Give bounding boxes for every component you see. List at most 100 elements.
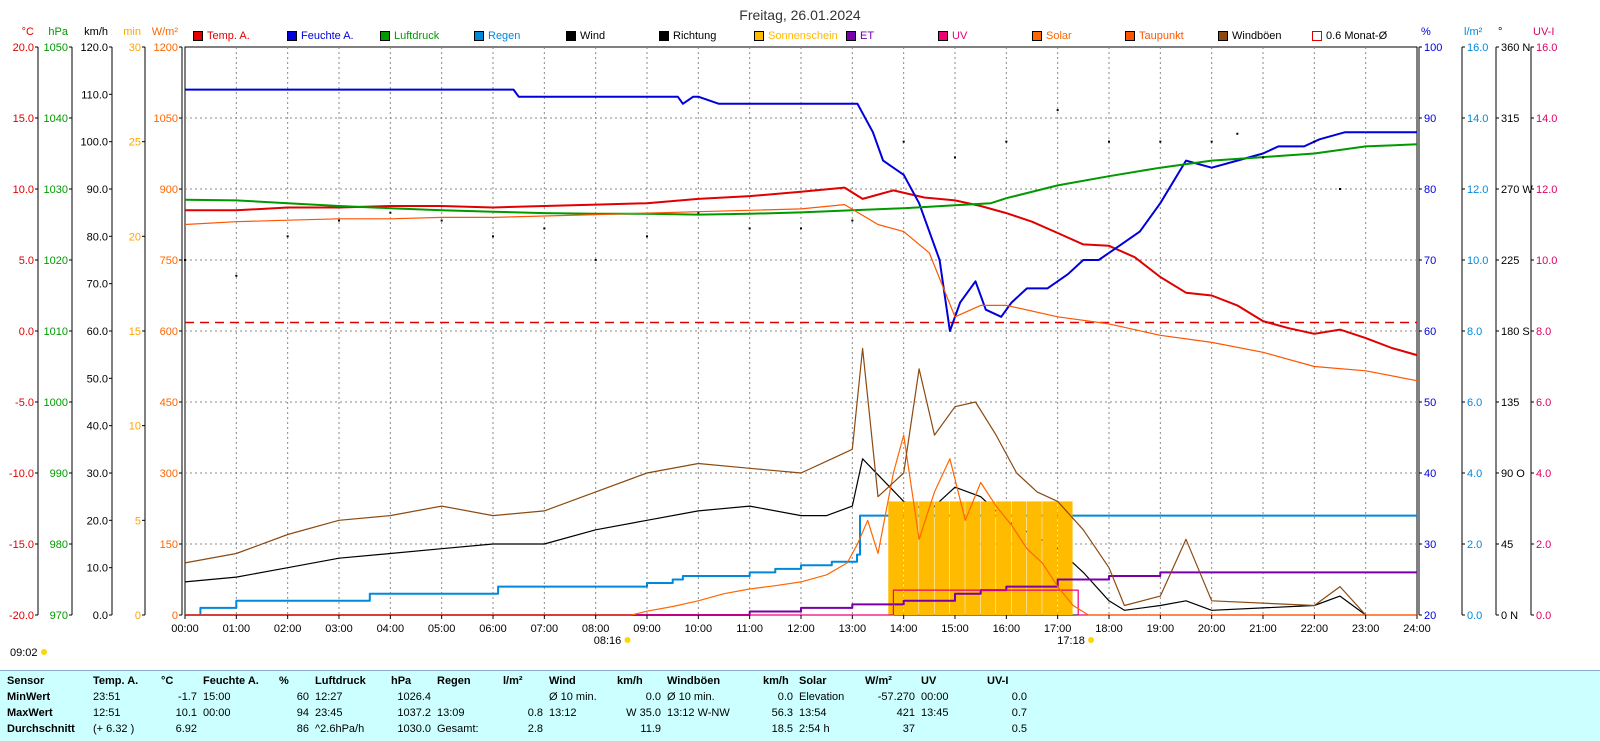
sunshine-bar [1057, 501, 1073, 615]
y-tick-label: 2.0 [1467, 539, 1482, 551]
direction-point [1262, 156, 1264, 159]
stats-wind-value: 11.9 [640, 723, 661, 735]
stats-rain-unit: l/m² [503, 675, 523, 687]
direction-point [1159, 140, 1162, 143]
legend-label: 0.6 Monat-Ø [1326, 30, 1388, 42]
x-tick-label: 17:00 [1044, 623, 1072, 635]
y-axis-unit: UV-I [1533, 26, 1554, 38]
stats-row-label: Durchschnitt [7, 723, 75, 735]
sun-icon [624, 637, 631, 643]
legend-label: Wind [580, 30, 606, 42]
y-tick-label: 1200 [154, 42, 178, 54]
y-tick-label: 980 [50, 539, 68, 551]
x-axis: 00:00 01:00 02:00 03:00 04:00 05:00 06:00 07:00… [171, 615, 1431, 647]
y-tick-label: 80 [1424, 184, 1436, 196]
stats-press-value: 1030.0 [397, 723, 431, 735]
annotation-label: 09:02 [10, 647, 38, 659]
legend-swatch [1218, 31, 1228, 41]
y-tick-label: 10.0 [1467, 255, 1488, 267]
y-tick-label: 270 W [1501, 184, 1533, 196]
y-tick-label: 25 [129, 137, 141, 149]
stats-row-label: MaxWert [7, 707, 53, 719]
legend-label: ET [860, 30, 875, 42]
stats-solar-time: Elevation [799, 691, 845, 703]
y-tick-label: 70.0 [87, 279, 108, 291]
legend-swatch [566, 31, 576, 41]
stats-gust-unit: km/h [763, 675, 789, 687]
stats-header-row: Sensor Temp. A. °C Feuchte A. % Luftdruc… [4, 673, 1030, 689]
legend-item: UV [938, 30, 967, 42]
y-tick-label: 90.0 [87, 184, 108, 196]
y-tick-label: 900 [160, 184, 178, 196]
sunshine-bar [934, 501, 950, 615]
y-tick-label: 80.0 [87, 231, 108, 243]
stats-rain-time: 13:09 [437, 707, 465, 719]
y-tick-label: 0.0 [1536, 610, 1551, 622]
y-tick-label: 20 [1424, 610, 1436, 622]
stats-temp-time: 12:51 [93, 707, 121, 719]
series-line-uv [185, 589, 1417, 616]
legend-item: Luftdruck [380, 30, 439, 42]
stats-solar-time: 2:54 h [799, 723, 830, 735]
legend-swatch [380, 31, 390, 41]
stats-solar-value: -57.270 [877, 691, 915, 703]
y-axis-unit: W/m² [152, 26, 179, 38]
annotation-label: 08:16 [594, 635, 622, 647]
stats-uv-value: 0.7 [1011, 707, 1027, 719]
direction-point [1339, 188, 1341, 190]
stats-hum-header: Feuchte A. [203, 675, 259, 687]
y-tick-label: 135 [1501, 397, 1519, 409]
y-tick-label: 1030 [44, 184, 68, 196]
legend-label: UV [952, 30, 968, 42]
stats-hum-value: 94 [296, 707, 309, 719]
y-tick-label: 0 N [1501, 610, 1518, 622]
x-tick-label: 20:00 [1198, 623, 1226, 635]
sunshine-bar [965, 501, 981, 615]
y-tick-label: 0 [172, 610, 178, 622]
direction-point [594, 259, 597, 261]
stats-temp-value: 6.92 [175, 723, 197, 735]
stats-wind-header: Wind [549, 675, 576, 687]
y-tick-label: 8.0 [1536, 326, 1551, 338]
x-tick-label: 11:00 [736, 623, 763, 635]
y-tick-label: 30.0 [87, 468, 108, 480]
y-tick-label: 5.0 [19, 255, 34, 267]
stats-press-value: 1026.4 [397, 691, 431, 703]
y-axis-unit: l/m² [1464, 26, 1483, 38]
stats-hum-time: 00:00 [203, 707, 231, 719]
y-tick-label: 990 [50, 468, 68, 480]
stats-rain-header: Regen [437, 675, 471, 687]
sunshine-bar [1011, 501, 1027, 615]
y-tick-label: 60 [1424, 326, 1436, 338]
stats-gust-time [664, 721, 760, 737]
stats-gust-header: Windböen [667, 675, 721, 687]
direction-point [184, 259, 186, 261]
legend-item: Richtung [659, 30, 716, 42]
x-tick-label: 24:00 [1403, 623, 1431, 635]
y-tick-label: -5.0 [15, 397, 34, 409]
legend-label: Regen [488, 30, 521, 42]
y-tick-label: 16.0 [1467, 42, 1488, 54]
legend-item: Sonnenschein [754, 30, 838, 42]
legend-label: Richtung [673, 30, 717, 42]
y-tick-label: 10.0 [87, 563, 108, 575]
y-tick-label: 45 [1501, 539, 1513, 551]
y-tick-label: 10 [129, 421, 141, 433]
stats-uv-unit: UV-I [987, 675, 1009, 687]
y-tick-label: 100 [1424, 42, 1442, 54]
sun-icon [41, 649, 47, 655]
direction-point [543, 227, 546, 230]
x-tick-label: 06:00 [479, 623, 507, 635]
stats-row-label: MinWert [7, 691, 51, 703]
legend-item: ET [846, 30, 874, 42]
y-tick-label: 90 O [1501, 468, 1525, 480]
direction-point [389, 211, 392, 214]
legend-item: Solar [1032, 30, 1072, 42]
legend-label: Windböen [1232, 30, 1282, 42]
x-tick-label: 07:00 [531, 623, 559, 635]
x-tick-label: 16:00 [993, 623, 1021, 635]
y-tick-label: 4.0 [1536, 468, 1551, 480]
stats-gust-value: 18.5 [771, 723, 793, 735]
stats-rain-value: 2.8 [527, 723, 543, 735]
sunshine-bar [996, 501, 1011, 615]
